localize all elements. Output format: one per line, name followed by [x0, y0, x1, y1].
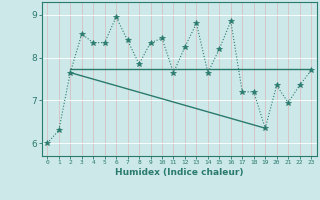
X-axis label: Humidex (Indice chaleur): Humidex (Indice chaleur) [115, 168, 244, 177]
